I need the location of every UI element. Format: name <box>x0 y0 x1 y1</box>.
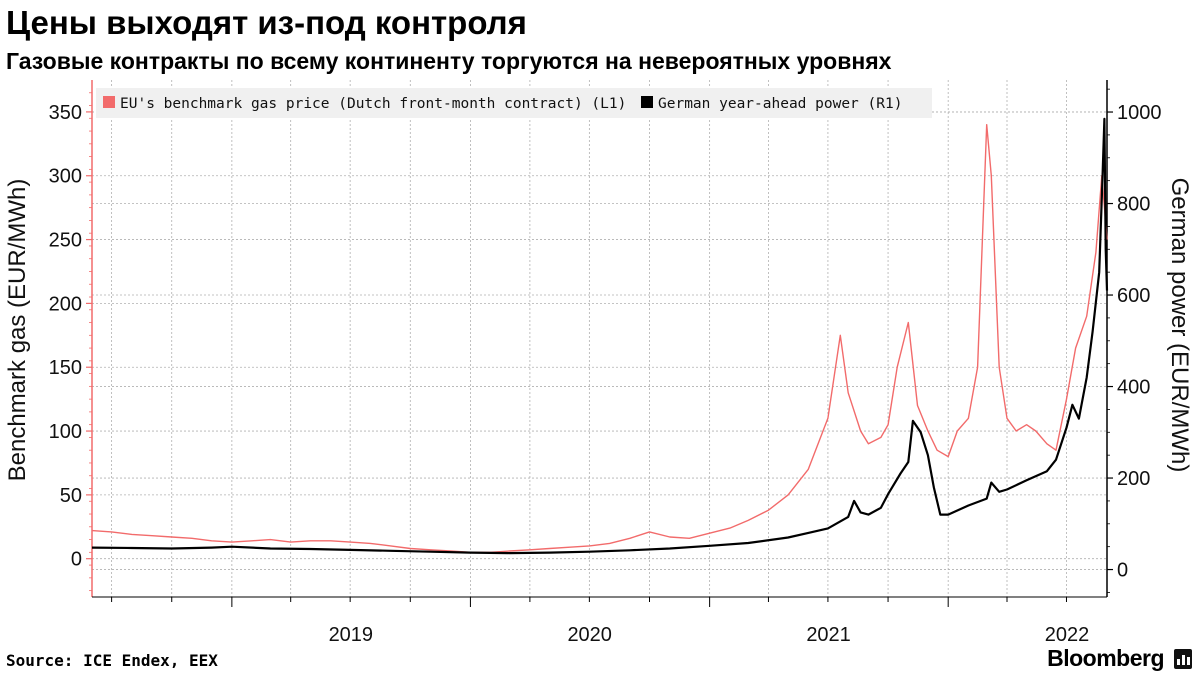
legend-swatch-gas <box>103 96 115 108</box>
tick-label-right: 0 <box>1117 560 1128 582</box>
tick-label-right: 200 <box>1117 468 1150 490</box>
tick-label-right: 600 <box>1117 285 1150 307</box>
tick-label-x: 2021 <box>806 624 851 646</box>
series-line-power <box>91 117 1109 555</box>
tick-label-left: 50 <box>60 485 82 507</box>
tick-label-left: 250 <box>49 230 82 252</box>
gridlines <box>92 80 1107 597</box>
tick-label-right: 800 <box>1117 194 1150 216</box>
tick-label-x: 2020 <box>567 624 612 646</box>
tick-label-left: 0 <box>71 549 82 571</box>
bloomberg-terminal-icon <box>1174 649 1192 669</box>
legend-label-power: German year-ahead power (R1) <box>658 96 902 112</box>
right-axis-title: German power (EUR/MWh) <box>1166 178 1193 473</box>
tick-label-left: 300 <box>49 166 82 188</box>
tick-label-left: 350 <box>49 102 82 124</box>
legend: EU's benchmark gas price (Dutch front-mo… <box>96 88 932 118</box>
left-axis-title: Benchmark gas (EUR/MWh) <box>4 179 31 482</box>
legend-background <box>96 88 932 118</box>
chart-title: Цены выходят из-под контроля <box>6 4 527 41</box>
tick-label-left: 200 <box>49 293 82 315</box>
tick-label-x: 2022 <box>1045 624 1090 646</box>
tick-label-right: 400 <box>1117 377 1150 399</box>
tick-label-left: 150 <box>49 357 82 379</box>
axes: 0 50 100 150 200 250 300 350 0 200 400 600 800 1000 20… <box>49 80 1162 646</box>
chart-subtitle: Газовые контракты по всему континенту то… <box>6 48 892 74</box>
tick-label-left: 100 <box>49 421 82 443</box>
legend-label-gas: EU's benchmark gas price (Dutch front-mo… <box>120 96 626 112</box>
tick-label-x: 2019 <box>329 624 374 646</box>
series-lines <box>91 117 1109 555</box>
legend-swatch-power <box>641 96 653 108</box>
series-line-gas <box>91 123 1108 553</box>
brand-logo-text: Bloomberg <box>1047 645 1164 671</box>
tick-label-right: 1000 <box>1117 102 1162 124</box>
source-note: Source: ICE Endex, EEX <box>6 651 218 670</box>
